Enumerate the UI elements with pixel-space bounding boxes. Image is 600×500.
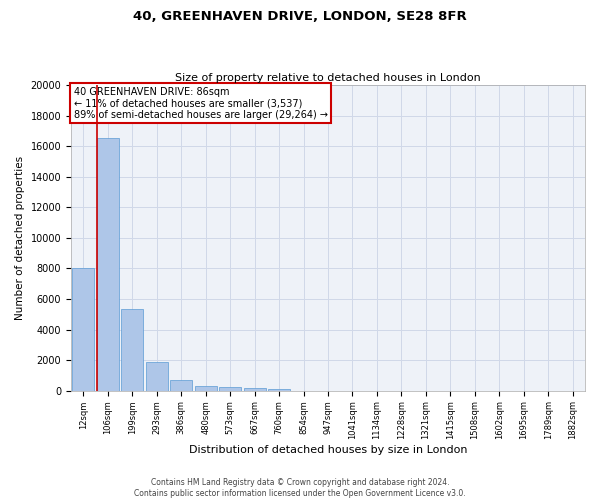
Bar — [244, 388, 266, 390]
Bar — [146, 362, 168, 390]
Text: Contains HM Land Registry data © Crown copyright and database right 2024.
Contai: Contains HM Land Registry data © Crown c… — [134, 478, 466, 498]
Bar — [97, 138, 119, 390]
Bar — [121, 309, 143, 390]
Text: 40 GREENHAVEN DRIVE: 86sqm
← 11% of detached houses are smaller (3,537)
89% of s: 40 GREENHAVEN DRIVE: 86sqm ← 11% of deta… — [74, 86, 328, 120]
Bar — [268, 388, 290, 390]
X-axis label: Distribution of detached houses by size in London: Distribution of detached houses by size … — [189, 445, 467, 455]
Bar — [72, 268, 94, 390]
Title: Size of property relative to detached houses in London: Size of property relative to detached ho… — [175, 73, 481, 83]
Bar — [194, 386, 217, 390]
Y-axis label: Number of detached properties: Number of detached properties — [15, 156, 25, 320]
Bar — [170, 380, 192, 390]
Text: 40, GREENHAVEN DRIVE, LONDON, SE28 8FR: 40, GREENHAVEN DRIVE, LONDON, SE28 8FR — [133, 10, 467, 23]
Bar — [219, 387, 241, 390]
